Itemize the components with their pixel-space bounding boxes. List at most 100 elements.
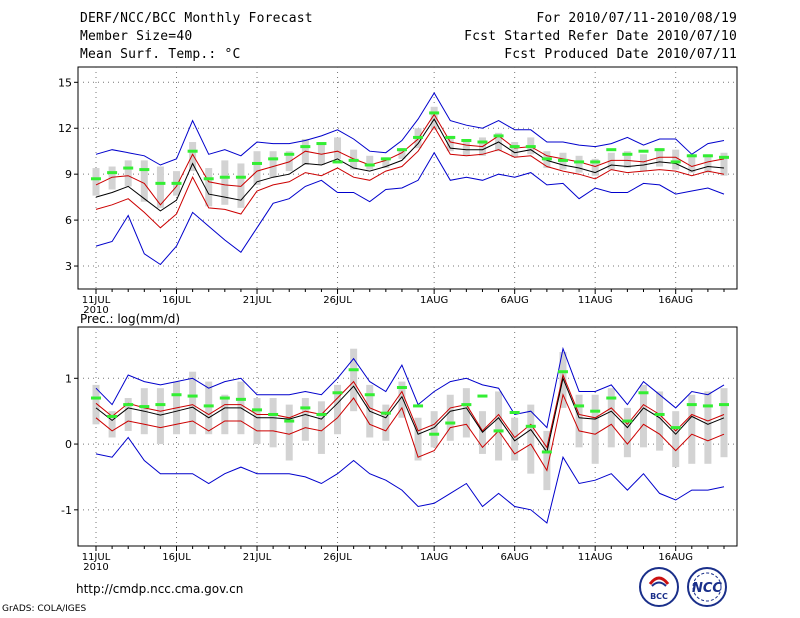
precipitation-ensemble-mean-bar	[590, 409, 601, 413]
footer-url[interactable]: http://cmdp.ncc.cma.gov.cn	[76, 582, 244, 596]
precipitation-ytick-label: 1	[65, 372, 72, 385]
precipitation-xtick-label: 26JUL	[323, 552, 352, 563]
temperature-ensemble-mean-bar	[541, 157, 552, 161]
precipitation-box	[495, 391, 503, 461]
temperature-ensemble-mean-bar	[525, 145, 536, 149]
temperature-xtick-label: 26JUL	[323, 295, 352, 306]
temperature-box	[688, 154, 696, 173]
temperature-box	[511, 142, 519, 158]
precipitation-ensemble-mean-bar	[235, 397, 246, 401]
precipitation-box	[398, 381, 406, 418]
precipitation-ensemble-mean-bar	[380, 411, 391, 415]
precipitation-box	[720, 388, 728, 458]
bcc-logo-text: BCC	[650, 592, 668, 601]
precipitation-xtick-label: 21JUL	[243, 552, 272, 563]
ncc-logo: NCC	[687, 567, 727, 607]
precipitation-ensemble-mean-bar	[187, 394, 198, 398]
temperature-box	[285, 151, 293, 172]
precipitation-box	[591, 394, 599, 464]
temperature-mean-line	[95, 118, 725, 212]
temperature-ytick-label: 3	[65, 260, 72, 273]
precipitation-min-line	[95, 436, 725, 524]
precipitation-box	[639, 384, 647, 448]
precipitation-ensemble-mean-bar	[171, 393, 182, 397]
temperature-xtick-label: 16AUG	[658, 295, 693, 306]
precipitation-lower_red-line	[95, 393, 725, 472]
precipitation-box	[156, 388, 164, 445]
temperature-ensemble-mean-bar	[686, 154, 697, 158]
precipitation-ytick-label: 0	[65, 438, 72, 451]
temperature-ensemble-mean-bar	[332, 160, 343, 164]
bcc-logo: BCC	[639, 567, 679, 607]
temperature-ensemble-mean-bar	[316, 142, 327, 146]
temperature-ensemble-mean-bar	[654, 148, 665, 152]
precipitation-xtick-label: 1AUG	[420, 552, 448, 563]
precipitation-ensemble-mean-bar	[686, 403, 697, 407]
precipitation-box	[382, 404, 390, 441]
precipitation-box	[704, 391, 712, 464]
member-size: Member Size=40	[80, 29, 193, 44]
temperature-box	[623, 151, 631, 169]
temperature-box	[156, 166, 164, 208]
precipitation-box	[446, 394, 454, 441]
precipitation-box	[688, 394, 696, 464]
precipitation-ensemble-mean-bar	[719, 403, 729, 407]
temperature-xtick-label: 11AUG	[578, 295, 613, 306]
temperature-year-label: 2010	[83, 305, 108, 316]
precipitation-box	[334, 384, 342, 435]
temperature-xtick-label: 1AUG	[420, 295, 448, 306]
precipitation-xtick-label: 11AUG	[578, 552, 613, 563]
temperature-box	[575, 155, 583, 173]
precipitation-box	[430, 411, 438, 448]
temperature-ensemble-mean-bar	[606, 148, 617, 152]
temperature-box	[189, 142, 197, 172]
temperature-box	[591, 158, 599, 176]
temperature-xtick-label: 11JUL	[82, 295, 111, 306]
precipitation-frame	[77, 326, 738, 547]
temperature-ensemble-mean-bar	[364, 163, 375, 167]
precipitation-box	[205, 381, 213, 435]
precipitation-box	[543, 430, 551, 491]
precipitation-box	[92, 384, 100, 425]
temperature-ensemble-mean-bar	[509, 145, 520, 149]
precipitation-ensemble-mean-bar	[268, 412, 279, 416]
precipitation-ensemble-mean-bar	[332, 391, 343, 395]
precipitation-ensemble-mean-bar	[139, 405, 150, 409]
precipitation-box	[221, 394, 229, 435]
precipitation-box	[350, 348, 358, 412]
forecast-produced-date: Fcst Produced Date 2010/07/11	[504, 47, 737, 62]
precipitation-ensemble-mean-bar	[429, 432, 440, 436]
temperature-xtick-label: 21JUL	[243, 295, 272, 306]
temperature-ensemble-mean-bar	[380, 157, 391, 161]
forecast-started-date: Fcst Started Refer Date 2010/07/10	[464, 29, 737, 44]
temperature-box	[334, 137, 342, 159]
temperature-xtick-label: 16JUL	[162, 295, 191, 306]
precipitation-ensemble-mean-bar	[107, 414, 118, 418]
temperature-box	[92, 168, 100, 196]
temperature-box	[446, 135, 454, 152]
precipitation-ensemble-mean-bar	[203, 404, 214, 408]
precipitation-ensemble-mean-bar	[123, 403, 134, 407]
precipitation-box	[656, 391, 664, 451]
precipitation-ensemble-mean-bar	[557, 370, 568, 374]
temperature-ensemble-mean-bar	[493, 134, 504, 138]
precipitation-xtick-label: 16JUL	[162, 552, 191, 563]
temperature-ensemble-mean-bar	[396, 148, 407, 152]
temperature-box	[269, 151, 277, 178]
precipitation-ensemble-mean-bar	[91, 396, 101, 400]
precipitation-box	[414, 417, 422, 461]
precipitation-ensemble-mean-bar	[348, 368, 359, 372]
temperature-ensemble-mean-bar	[203, 177, 214, 181]
temperature-ensemble-mean-bar	[187, 149, 198, 153]
temperature-ensemble-mean-bar	[155, 181, 166, 185]
temperature-box	[382, 157, 390, 169]
temperature-box	[398, 148, 406, 159]
precipitation-box	[253, 398, 261, 445]
temperature-box	[720, 152, 728, 176]
temperature-upper_red-line	[95, 113, 725, 206]
precipitation-box	[511, 417, 519, 461]
precipitation-ensemble-mean-bar	[155, 403, 166, 407]
temperature-ensemble-mean-bar	[123, 166, 134, 170]
